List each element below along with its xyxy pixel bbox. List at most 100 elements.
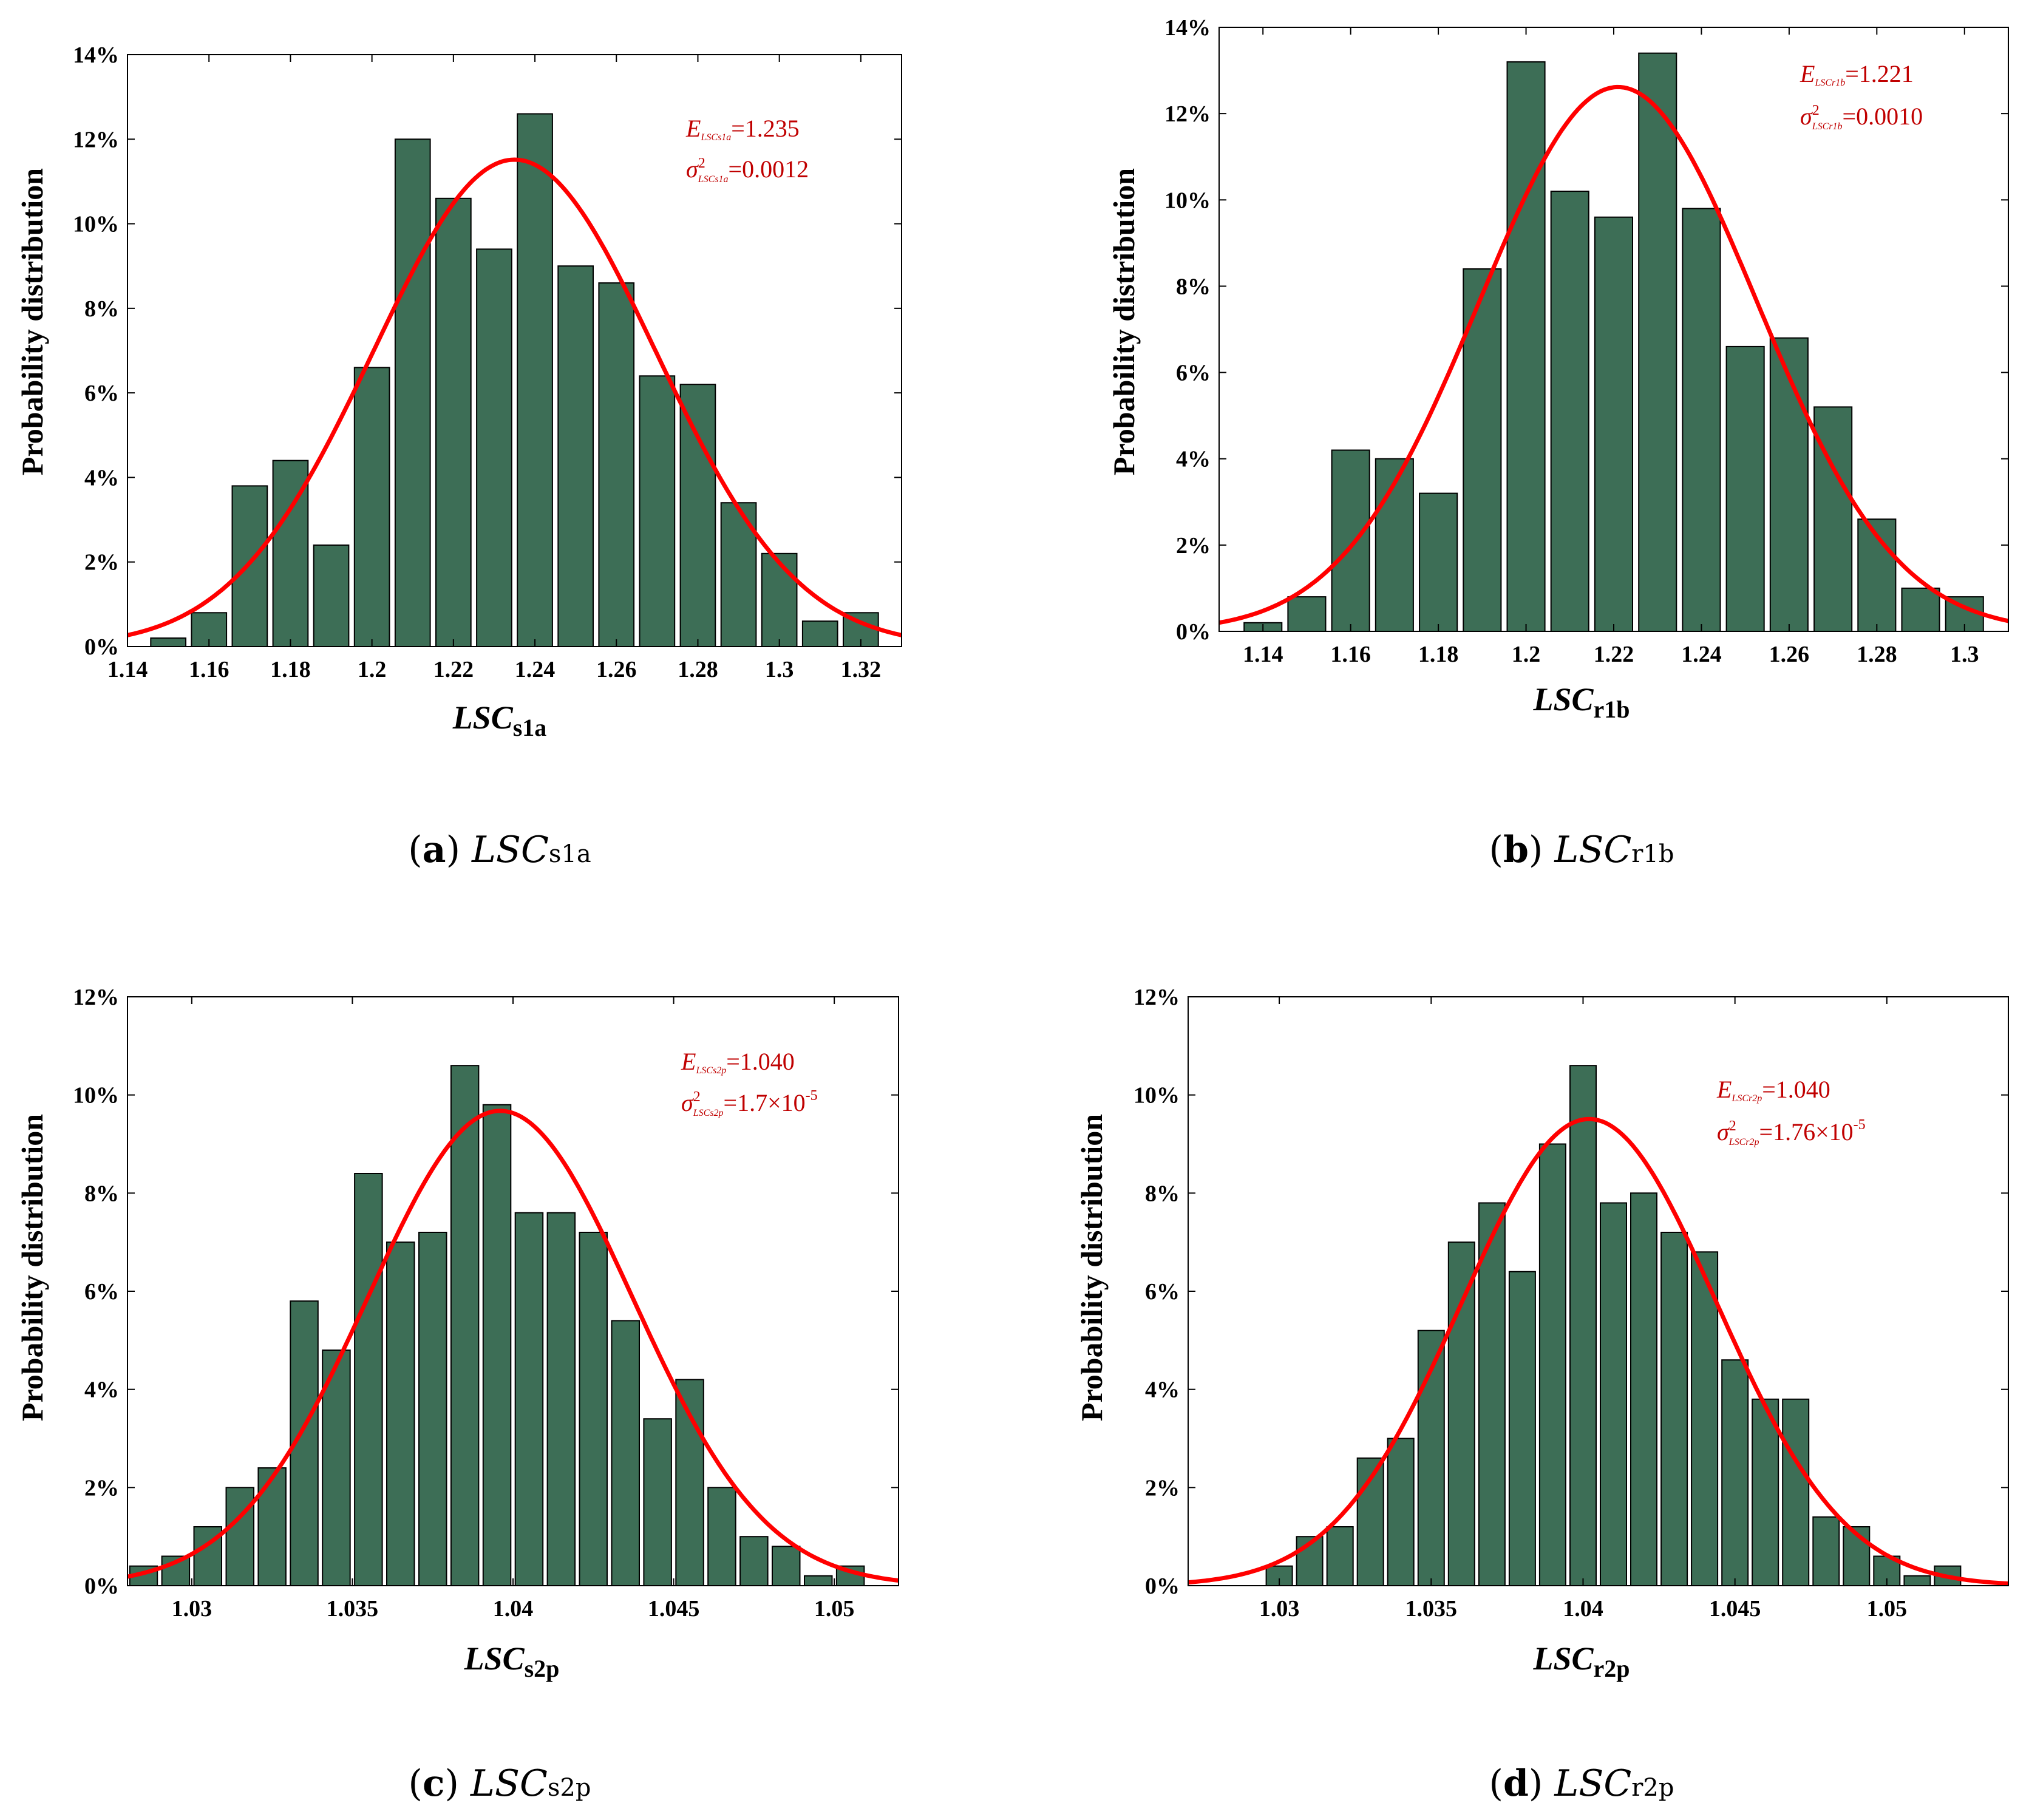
fit-curve-c — [127, 1109, 899, 1583]
bar-d-9 — [1538, 1143, 1566, 1586]
bar-a-10 — [557, 265, 594, 647]
bar-c-13 — [546, 1212, 576, 1586]
bar-c-9 — [418, 1232, 447, 1586]
bar-d-8 — [1508, 1271, 1536, 1586]
panel-b: Probability distribution 0% 2% 4% 6% 8% 10% 12… — [1107, 15, 2009, 871]
panel-c: Probability distribution 0% 2% 4% 6% 8% 10% 12… — [15, 985, 899, 1805]
bar-d-16 — [1752, 1398, 1779, 1587]
x-axis-label-b: LSCr1b — [1532, 681, 1630, 723]
x-tick-label-a-6: 1.26 — [596, 657, 637, 682]
x-tick-label-c-3: 1.045 — [648, 1596, 700, 1621]
y-tick-label-c-4: 8% — [84, 1181, 119, 1206]
bar-c-21 — [804, 1575, 833, 1587]
panel-d: Probability distribution 0% 2% 4% 6% 8% 10% 12… — [1075, 985, 2009, 1805]
x-tick-label-a-9: 1.32 — [841, 657, 882, 682]
x-tick-label-d-2: 1.04 — [1563, 1596, 1603, 1621]
y-tick-label-a-2: 4% — [84, 465, 119, 491]
bar-a-16 — [801, 620, 838, 648]
y-tick-label-b-6: 12% — [1164, 101, 1211, 127]
x-tick-label-a-2: 1.18 — [270, 657, 311, 682]
bar-a-8 — [476, 248, 512, 647]
y-tick-label-c-3: 6% — [84, 1279, 119, 1305]
caption-a: (a) LSCs1a — [408, 829, 591, 871]
y-tick-label-d-6: 12% — [1133, 985, 1180, 1010]
x-axis-label-d: LSCr2p — [1532, 1640, 1630, 1682]
x-tick-label-a-5: 1.24 — [515, 657, 556, 682]
bar-c-4 — [257, 1467, 287, 1586]
bar-d-4 — [1387, 1438, 1415, 1586]
panel-a: Probability distribution 0% 2% 4% 6% 8% 10% 12… — [15, 42, 902, 871]
variance-annotation-a: σ2 LSCs1a=0.0012 — [686, 155, 809, 185]
bar-b-7 — [1550, 191, 1589, 633]
variance-annotation-c: σ2 LSCs2p=1.7×10-5 — [681, 1088, 818, 1118]
bar-b-9 — [1638, 52, 1677, 633]
axes-box-d — [1188, 996, 2009, 1586]
bar-d-2 — [1326, 1526, 1354, 1586]
caption-b: (b) LSCr1b — [1489, 829, 1674, 871]
y-tick-label-c-1: 2% — [84, 1475, 119, 1501]
bar-a-2 — [231, 485, 268, 648]
bar-a-12 — [639, 375, 676, 647]
ylabel: Probability distribution — [15, 168, 49, 475]
x-tick-label-d-1: 1.035 — [1405, 1596, 1458, 1621]
bar-b-1 — [1287, 596, 1327, 632]
x-tick-label-b-8: 1.3 — [1950, 642, 1979, 667]
y-tick-label-c-5: 10% — [73, 1083, 119, 1109]
fit-curve-d — [1188, 1116, 2009, 1586]
mean-annotation-c: ELSCs2p=1.040 — [681, 1048, 795, 1076]
y-tick-label-d-4: 8% — [1145, 1181, 1180, 1206]
x-tick-label-a-3: 1.2 — [358, 657, 387, 682]
plot-area-d: 0% 2% 4% 6% 8% 10% 12% 1.03 1.035 1.04 1.045 1.05 — [1133, 985, 2009, 1621]
plot-area-a: 0% 2% 4% 6% 8% 10% 12% 14% 1.14 1.16 1.18 1.2 1.22 1.… — [73, 42, 902, 682]
y-tick-label-a-4: 8% — [84, 296, 119, 322]
plot-area-c: 0% 2% 4% 6% 8% 10% 12% 1.03 1.035 1.04 1.045 1.05 — [73, 985, 899, 1621]
bar-c-14 — [579, 1232, 608, 1586]
bar-a-4 — [313, 544, 350, 648]
x-axis-label-a: LSCs1a — [452, 699, 547, 741]
ylabel: Probability distribution — [1075, 1114, 1109, 1421]
x-tick-label-c-1: 1.035 — [327, 1596, 379, 1621]
bar-a-0 — [150, 637, 187, 647]
bar-c-18 — [707, 1487, 736, 1587]
bar-d-6 — [1447, 1241, 1475, 1586]
bar-a-5 — [353, 367, 390, 648]
bar-d-12 — [1630, 1192, 1657, 1587]
bar-d-17 — [1782, 1398, 1810, 1587]
x-tick-label-a-0: 1.14 — [107, 657, 148, 682]
bar-d-7 — [1478, 1202, 1506, 1586]
y-tick-label-b-2: 4% — [1176, 447, 1211, 472]
bar-a-6 — [394, 138, 431, 648]
bar-b-6 — [1506, 61, 1546, 632]
y-tick-label-b-5: 10% — [1164, 188, 1211, 213]
bar-b-3 — [1375, 458, 1414, 632]
caption-d: (d) LSCr2p — [1489, 1762, 1674, 1805]
x-tick-label-a-4: 1.22 — [433, 657, 474, 682]
x-tick-label-b-5: 1.24 — [1681, 642, 1722, 667]
x-tick-label-b-6: 1.26 — [1769, 642, 1810, 667]
fit-curve-b — [1218, 84, 2009, 625]
x-tick-label-d-4: 1.05 — [1867, 1596, 1908, 1621]
mean-annotation-d: ELSCr2p=1.040 — [1716, 1076, 1830, 1104]
bar-c-19 — [739, 1536, 769, 1586]
bar-c-12 — [514, 1212, 544, 1586]
y-tick-label-a-5: 10% — [73, 212, 119, 237]
mean-annotation-b: ELSCr1b=1.221 — [1800, 60, 1914, 88]
y-tick-label-a-7: 14% — [73, 42, 119, 68]
bar-d-10 — [1569, 1065, 1597, 1586]
mean-annotation-a: ELSCs1a=1.235 — [685, 115, 800, 143]
y-tick-label-b-7: 14% — [1164, 15, 1211, 41]
x-axis-label-c: LSCs2p — [464, 1640, 560, 1682]
x-tick-label-c-2: 1.04 — [493, 1596, 534, 1621]
bar-a-11 — [598, 282, 635, 648]
y-tick-label-a-0: 0% — [84, 634, 119, 660]
x-tick-label-b-2: 1.18 — [1418, 642, 1459, 667]
bar-d-14 — [1691, 1251, 1719, 1587]
bar-c-15 — [611, 1320, 640, 1586]
y-tick-label-c-6: 12% — [73, 985, 119, 1010]
y-tick-label-d-0: 0% — [1145, 1574, 1180, 1599]
x-tick-label-b-4: 1.22 — [1594, 642, 1634, 667]
bar-b-2 — [1331, 449, 1370, 632]
bar-d-11 — [1600, 1202, 1627, 1586]
x-tick-label-c-4: 1.05 — [814, 1596, 855, 1621]
